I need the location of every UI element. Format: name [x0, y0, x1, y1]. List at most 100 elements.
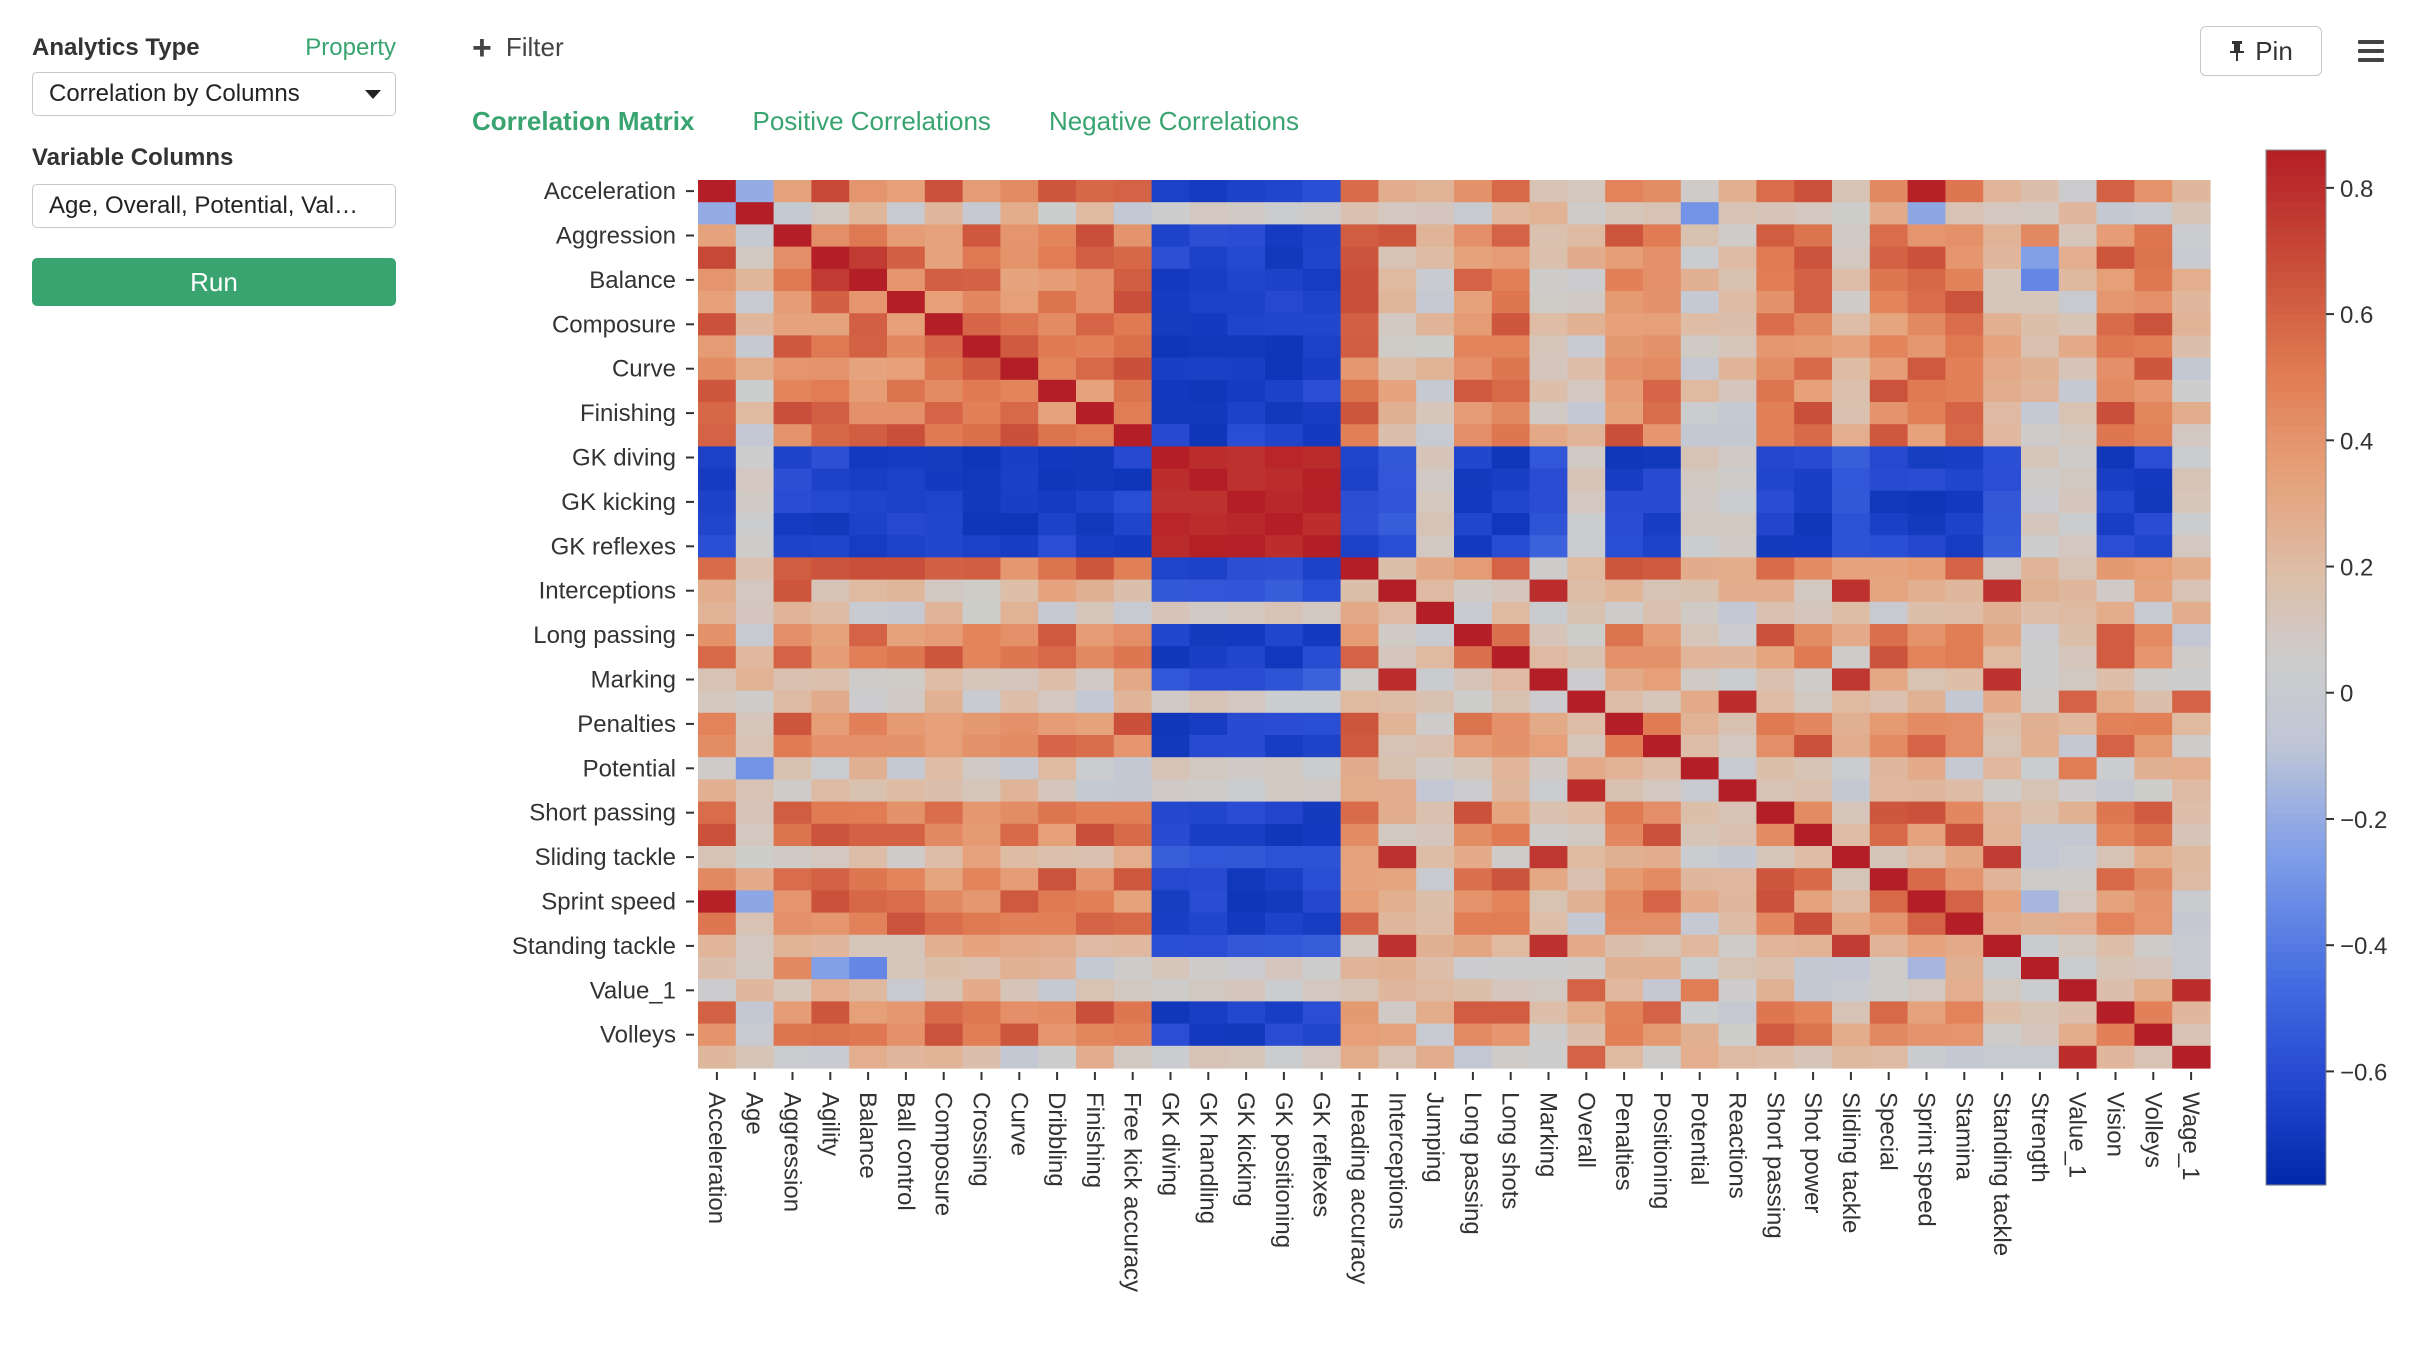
colorbar-segment: [2266, 615, 2326, 625]
heatmap-cell: [1378, 468, 1417, 492]
heatmap-cell: [1227, 246, 1266, 270]
heatmap-cell: [1378, 402, 1417, 425]
heatmap-cell: [1189, 912, 1228, 936]
x-tick-label: Long passing: [1459, 1092, 1486, 1235]
colorbar-segment: [2266, 520, 2326, 531]
heatmap-cell: [1038, 912, 1077, 936]
heatmap-cell: [962, 246, 1001, 270]
heatmap-cell: [1643, 668, 1682, 692]
heatmap-cell: [811, 535, 850, 558]
filter-button[interactable]: + Filter: [472, 31, 564, 65]
x-tick-label: Dribbling: [1043, 1092, 1070, 1187]
heatmap-cell: [1907, 646, 1946, 669]
heatmap-cell: [1302, 446, 1342, 470]
run-button[interactable]: Run: [32, 258, 396, 306]
heatmap-cell: [1794, 180, 1833, 203]
heatmap-cell: [1567, 535, 1606, 558]
heatmap-cell: [1794, 424, 1833, 447]
colorbar-segment: [2266, 1124, 2326, 1134]
heatmap-cell: [1945, 1045, 1984, 1069]
heatmap-cell: [2172, 912, 2211, 936]
heatmap-cell: [773, 735, 812, 758]
colorbar-segment: [2266, 469, 2326, 479]
heatmap-cell: [887, 202, 926, 225]
heatmap-cell: [1945, 934, 1984, 958]
heatmap-cell: [1378, 912, 1417, 936]
heatmap-cell: [924, 424, 964, 447]
heatmap-cell: [1529, 579, 1568, 603]
heatmap-cell: [1378, 579, 1417, 603]
heatmap-cell: [1832, 246, 1871, 270]
heatmap-cell: [1680, 779, 1720, 803]
heatmap-cell: [1189, 468, 1228, 492]
heatmap-cell: [2134, 379, 2173, 403]
heatmap-cell: [2096, 934, 2135, 958]
heatmap-cell: [887, 690, 926, 714]
heatmap-cell: [1302, 468, 1342, 492]
heatmap-cell: [735, 202, 775, 225]
heatmap-cell: [811, 624, 850, 647]
heatmap-cell: [1680, 402, 1720, 425]
heatmap-cell: [2134, 646, 2173, 669]
heatmap-cell: [1227, 224, 1266, 248]
heatmap-cell: [1302, 246, 1342, 270]
heatmap-cell: [1529, 601, 1568, 625]
colorbar-segment: [2266, 434, 2326, 444]
heatmap-cell: [1567, 291, 1606, 314]
colorbar-segment: [2266, 814, 2326, 824]
heatmap-cell: [1794, 446, 1833, 470]
variable-columns-input[interactable]: Age, Overall, Potential, Val…: [32, 184, 396, 228]
hamburger-menu-icon[interactable]: [2358, 40, 2384, 62]
heatmap-cell: [849, 535, 888, 558]
heatmap-cell: [1983, 402, 2022, 425]
heatmap-cell: [1113, 757, 1153, 780]
heatmap-cell: [735, 446, 775, 470]
heatmap-cell: [849, 424, 888, 447]
heatmap-cell: [1529, 934, 1568, 958]
heatmap-cell: [1869, 979, 1909, 1002]
heatmap-cell: [849, 1001, 888, 1025]
heatmap-cell: [1718, 1001, 1757, 1025]
tab-negative-correlations[interactable]: Negative Correlations: [1048, 106, 1299, 136]
tab-positive-correlations[interactable]: Positive Correlations: [752, 106, 991, 136]
heatmap-cell: [849, 779, 888, 803]
heatmap-cell: [1000, 335, 1039, 359]
heatmap-cell: [1227, 202, 1266, 225]
heatmap-cell: [1000, 979, 1039, 1002]
heatmap-cell: [1643, 557, 1682, 581]
heatmap-cell: [924, 513, 964, 536]
heatmap-cell: [1227, 180, 1266, 203]
heatmap-cell: [924, 712, 964, 736]
heatmap-cell: [1643, 313, 1682, 336]
tab-correlation-matrix[interactable]: Correlation Matrix: [472, 106, 695, 136]
heatmap-cell: [849, 890, 888, 914]
heatmap-cell: [1907, 779, 1946, 803]
heatmap-cell: [811, 868, 850, 891]
heatmap-cell: [924, 601, 964, 625]
heatmap-cell: [924, 268, 964, 292]
heatmap-cell: [735, 357, 775, 381]
heatmap-cell: [849, 601, 888, 625]
heatmap-cell: [2021, 291, 2060, 314]
property-link[interactable]: Property: [305, 34, 396, 61]
heatmap-cell: [1945, 535, 1984, 558]
heatmap-cell: [1643, 646, 1682, 669]
heatmap-cell: [698, 779, 737, 803]
heatmap-cell: [1151, 335, 1190, 359]
heatmap-cell: [2021, 735, 2060, 758]
colorbar-segment: [2266, 805, 2326, 815]
heatmap-cell: [1832, 890, 1871, 914]
pin-button[interactable]: Pin: [2200, 26, 2322, 76]
heatmap-cell: [1038, 712, 1077, 736]
heatmap-cell: [811, 601, 850, 625]
heatmap-cell: [1302, 1001, 1342, 1025]
heatmap-cell: [1416, 379, 1455, 403]
heatmap-cell: [1378, 268, 1417, 292]
heatmap-cell: [1000, 313, 1039, 336]
heatmap-cell: [849, 823, 888, 847]
heatmap-cell: [962, 735, 1001, 758]
heatmap-cell: [773, 291, 812, 314]
heatmap-cell: [735, 601, 775, 625]
heatmap-cell: [1680, 801, 1720, 825]
analytics-type-select[interactable]: Correlation by Columns: [32, 72, 396, 116]
